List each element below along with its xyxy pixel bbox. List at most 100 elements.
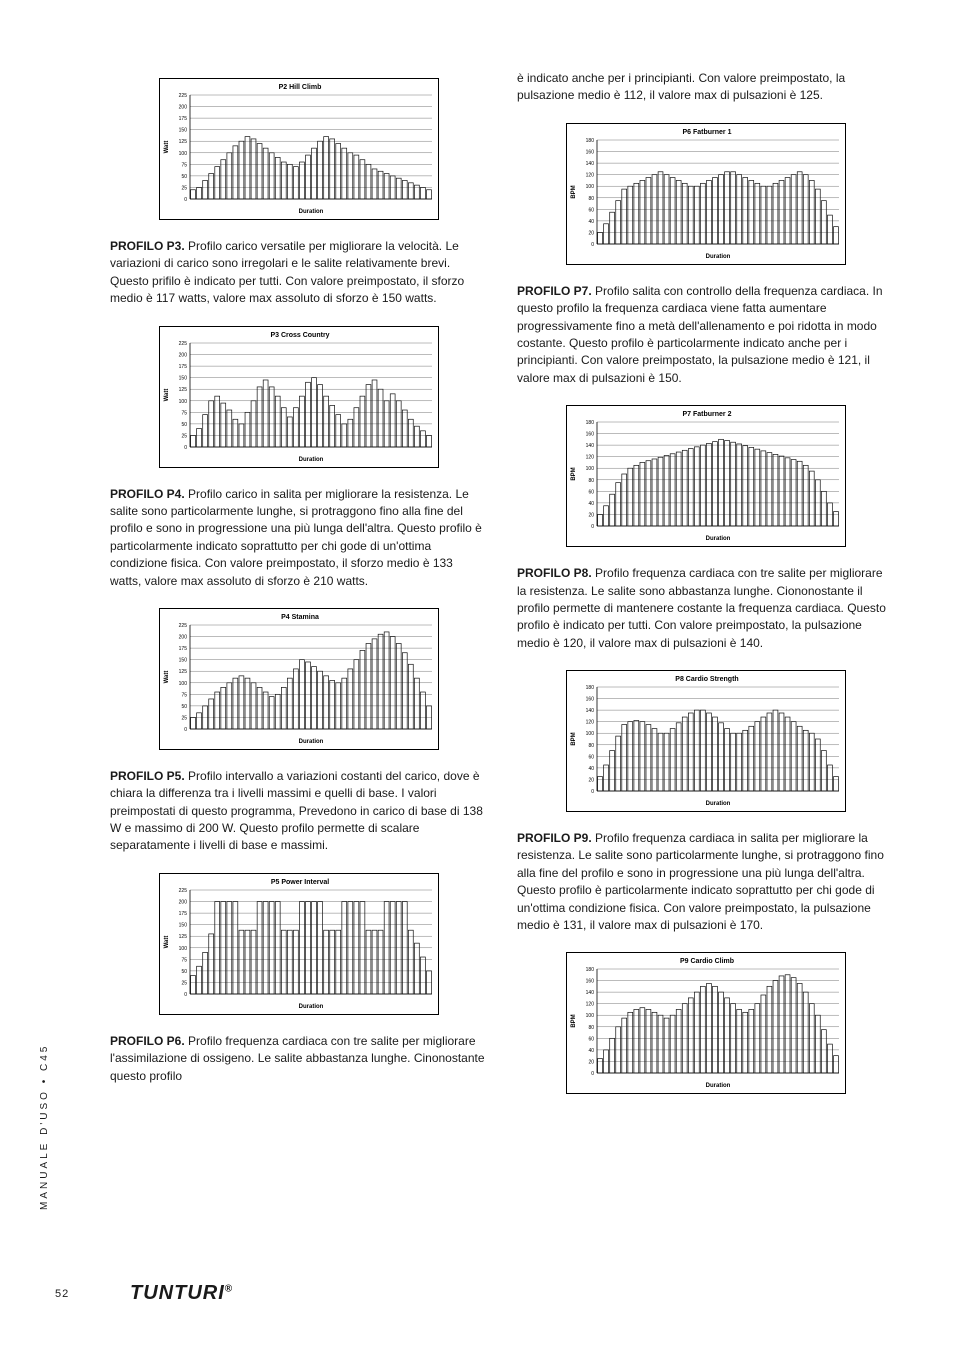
svg-text:20: 20 [588, 513, 594, 519]
svg-text:0: 0 [184, 992, 187, 998]
svg-text:Duration: Duration [298, 209, 323, 215]
p6-title: PROFILO P6. [110, 1034, 185, 1048]
svg-text:0: 0 [591, 789, 594, 795]
page-number: 52 [55, 1288, 69, 1300]
svg-text:160: 160 [585, 979, 594, 985]
svg-text:40: 40 [588, 1048, 594, 1054]
svg-text:75: 75 [181, 692, 187, 698]
svg-text:60: 60 [588, 489, 594, 495]
brand-logo: TUNTURI® [130, 1282, 233, 1305]
svg-text:Watt: Watt [164, 935, 170, 948]
svg-text:Duration: Duration [298, 457, 323, 463]
p7-title: PROFILO P7. [517, 284, 592, 298]
svg-text:180: 180 [585, 138, 594, 144]
svg-text:BPM: BPM [571, 732, 577, 745]
chart-p8: P8 Cardio Strength0204060801001201401601… [566, 670, 846, 812]
svg-text:100: 100 [178, 946, 187, 952]
p7-text: Profilo salita con controllo della frequ… [517, 284, 883, 385]
svg-text:140: 140 [585, 443, 594, 449]
chart-p2: P2 Hill Climb0255075100125150175200225Wa… [159, 78, 439, 220]
chart-p3: P3 Cross Country025507510012515017520022… [159, 326, 439, 468]
svg-text:P6 Fatburner 1: P6 Fatburner 1 [682, 129, 731, 136]
chart-p5: P5 Power Interval02550751001251501752002… [159, 873, 439, 1015]
svg-text:Watt: Watt [164, 388, 170, 401]
svg-text:BPM: BPM [571, 467, 577, 480]
svg-text:P2 Hill Climb: P2 Hill Climb [278, 84, 321, 91]
svg-text:Duration: Duration [705, 536, 730, 542]
svg-text:175: 175 [178, 911, 187, 917]
p3-title: PROFILO P3. [110, 239, 185, 253]
svg-text:125: 125 [178, 669, 187, 675]
svg-text:80: 80 [588, 1025, 594, 1031]
right-column: è indicato anche per i principianti. Con… [517, 70, 894, 1112]
svg-text:Duration: Duration [298, 739, 323, 745]
para-p6-cont: è indicato anche per i principianti. Con… [517, 70, 894, 105]
p4-title: PROFILO P4. [110, 487, 185, 501]
p9-text: Profilo frequenza cardiaca in salita per… [517, 831, 884, 932]
svg-text:80: 80 [588, 196, 594, 202]
svg-text:100: 100 [585, 184, 594, 190]
svg-text:0: 0 [184, 197, 187, 203]
svg-text:180: 180 [585, 967, 594, 973]
chart-p6: P6 Fatburner 1020406080100120140160180BP… [566, 123, 846, 265]
svg-text:BPM: BPM [571, 185, 577, 198]
svg-text:80: 80 [588, 743, 594, 749]
svg-text:60: 60 [588, 754, 594, 760]
svg-text:20: 20 [588, 778, 594, 784]
p5-title: PROFILO P5. [110, 769, 185, 783]
brand-text: TUNTURI [130, 1282, 225, 1304]
svg-text:60: 60 [588, 207, 594, 213]
svg-text:0: 0 [184, 445, 187, 451]
svg-text:120: 120 [585, 172, 594, 178]
svg-text:Watt: Watt [164, 671, 170, 684]
chart-p4: P4 Stamina0255075100125150175200225WattD… [159, 608, 439, 750]
svg-text:0: 0 [591, 524, 594, 530]
svg-text:25: 25 [181, 980, 187, 986]
svg-text:225: 225 [178, 93, 187, 99]
svg-text:225: 225 [178, 623, 187, 629]
svg-text:Watt: Watt [164, 141, 170, 154]
svg-text:160: 160 [585, 432, 594, 438]
para-p6: PROFILO P6. Profilo frequenza cardiaca c… [110, 1033, 487, 1085]
para-p5: PROFILO P5. Profilo intervallo a variazi… [110, 768, 487, 855]
svg-text:80: 80 [588, 478, 594, 484]
reg-mark: ® [225, 1283, 233, 1294]
svg-text:P3 Cross Country: P3 Cross Country [270, 332, 329, 339]
svg-text:Duration: Duration [705, 801, 730, 807]
svg-text:75: 75 [181, 162, 187, 168]
svg-text:40: 40 [588, 766, 594, 772]
svg-text:Duration: Duration [298, 1004, 323, 1010]
chart-p9: P9 Cardio Climb020406080100120140160180B… [566, 952, 846, 1094]
svg-text:125: 125 [178, 387, 187, 393]
svg-text:100: 100 [585, 466, 594, 472]
svg-text:175: 175 [178, 116, 187, 122]
svg-text:20: 20 [588, 230, 594, 236]
para-p8: PROFILO P8. Profilo frequenza cardiaca c… [517, 565, 894, 652]
svg-text:25: 25 [181, 715, 187, 721]
svg-text:P4 Stamina: P4 Stamina [281, 614, 319, 621]
sidebar-text: MANUALE D'USO • C45 [39, 1044, 50, 1210]
para-p4: PROFILO P4. Profilo carico in salita per… [110, 486, 487, 590]
svg-text:175: 175 [178, 646, 187, 652]
para-p7: PROFILO P7. Profilo salita con controllo… [517, 283, 894, 387]
svg-text:75: 75 [181, 957, 187, 963]
svg-text:0: 0 [184, 727, 187, 733]
svg-text:125: 125 [178, 934, 187, 940]
svg-text:0: 0 [591, 242, 594, 248]
svg-text:120: 120 [585, 720, 594, 726]
svg-text:P8 Cardio Strength: P8 Cardio Strength [675, 676, 738, 683]
svg-text:Duration: Duration [705, 1083, 730, 1089]
p8-title: PROFILO P8. [517, 566, 592, 580]
svg-text:160: 160 [585, 697, 594, 703]
svg-text:P5 Power Interval: P5 Power Interval [270, 879, 328, 886]
svg-text:20: 20 [588, 1060, 594, 1066]
svg-text:25: 25 [181, 433, 187, 439]
para-p9: PROFILO P9. Profilo frequenza cardiaca i… [517, 830, 894, 934]
svg-text:40: 40 [588, 219, 594, 225]
svg-text:200: 200 [178, 634, 187, 640]
svg-text:180: 180 [585, 420, 594, 426]
svg-text:120: 120 [585, 1002, 594, 1008]
svg-text:200: 200 [178, 352, 187, 358]
svg-text:100: 100 [178, 151, 187, 157]
svg-text:100: 100 [585, 731, 594, 737]
